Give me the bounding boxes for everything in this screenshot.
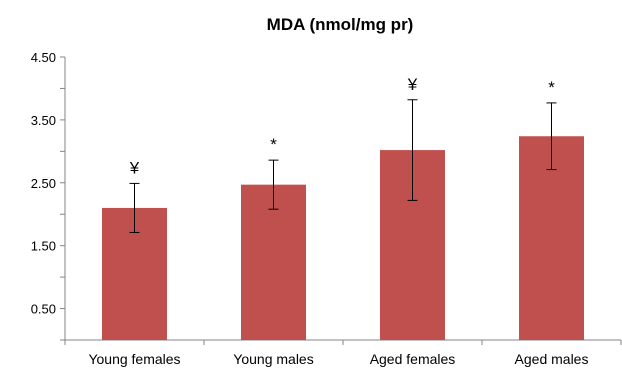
error-bars (129, 99, 557, 233)
category-label: Young females (88, 351, 180, 367)
category-label: Young males (233, 351, 313, 367)
significance-marker: ¥ (407, 75, 418, 94)
y-tick-label: 0.50 (31, 302, 56, 317)
y-tick-label: 1.50 (31, 239, 56, 254)
category-label: Aged males (515, 351, 589, 367)
y-tick-label: 2.50 (31, 176, 56, 191)
category-labels: Young females Young males Aged females Aged… (88, 351, 588, 367)
bar (241, 184, 306, 340)
y-axis-ticks: 4.50 3.50 2.50 1.50 0.50 (31, 50, 65, 341)
significance-marker: ¥ (129, 158, 140, 177)
error-bar (268, 159, 279, 210)
significance-annotations: ¥ * ¥ * (129, 75, 555, 178)
error-bar (129, 182, 140, 233)
y-tick-label: 3.50 (31, 113, 56, 128)
significance-marker: * (270, 135, 277, 154)
significance-marker: * (548, 78, 555, 97)
bar (519, 136, 584, 340)
error-bar (407, 99, 418, 201)
category-label: Aged females (370, 351, 456, 367)
x-axis-ticks (64, 340, 622, 345)
bars (102, 136, 584, 340)
chart-title: MDA (nmol/mg pr) (267, 15, 414, 34)
y-tick-label: 4.50 (31, 50, 56, 65)
error-bar (546, 102, 557, 171)
